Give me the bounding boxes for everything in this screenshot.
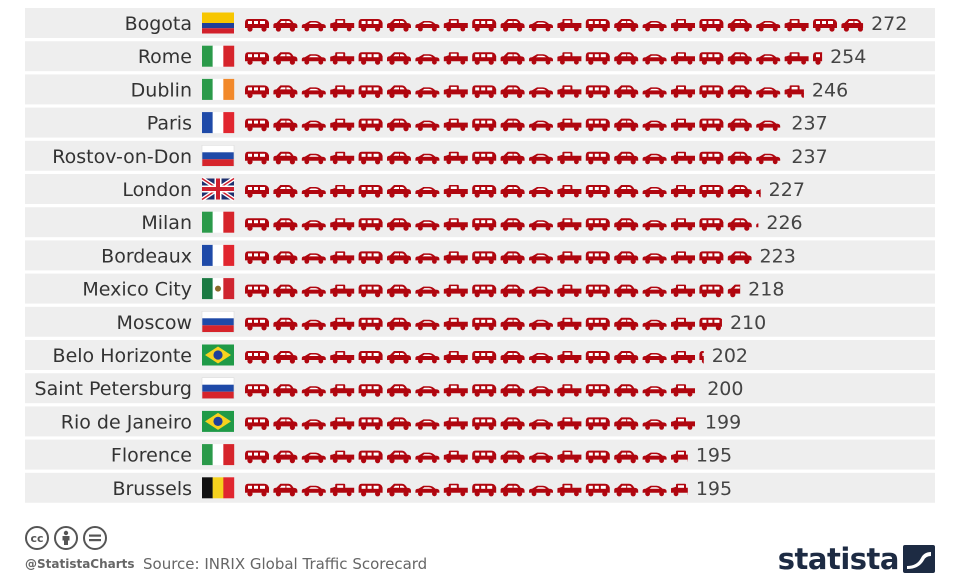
- value-label: 237: [791, 146, 827, 168]
- flag-brazil-icon: [202, 344, 234, 366]
- by-icon: [54, 526, 78, 550]
- statista-logo-icon: [903, 545, 935, 573]
- chart-footer: cc @StatistaCharts Source: INRIX Global …: [0, 518, 960, 587]
- license-icons: cc: [25, 526, 107, 550]
- flag-italy-icon: [202, 211, 235, 233]
- value-label: 218: [748, 279, 784, 301]
- city-label: Rio de Janeiro: [61, 411, 192, 433]
- city-label: Rome: [138, 46, 192, 68]
- statista-logo: statista: [778, 542, 935, 576]
- chart-row: Milan 226: [25, 207, 935, 238]
- value-label: 237: [791, 113, 827, 135]
- chart-row: Rome 254: [25, 41, 935, 72]
- city-label: Paris: [147, 113, 192, 135]
- value-label: 226: [766, 212, 802, 234]
- chart-row: Paris 237: [25, 107, 935, 138]
- flag-france-icon: [202, 112, 235, 134]
- city-label: Brussels: [112, 478, 192, 500]
- flag-colombia-icon: [202, 12, 234, 34]
- chart-row: Belo Horizonte 202: [25, 340, 935, 370]
- chart-row: Moscow 210: [25, 306, 935, 337]
- statista-logo-text: statista: [777, 542, 900, 576]
- chart-row: Bordeaux 223: [25, 240, 935, 271]
- city-label: Mexico City: [82, 279, 192, 301]
- flag-italy-icon: [202, 444, 235, 466]
- value-label: 195: [696, 478, 732, 500]
- flag-france-icon: [202, 244, 235, 266]
- cc-icon: cc: [25, 526, 49, 550]
- chart-row: Dublin 246: [25, 74, 935, 105]
- city-label: Milan: [141, 212, 192, 234]
- chart-row: Rio de Janeiro 199: [25, 406, 935, 437]
- flag-ireland-icon: [202, 78, 235, 100]
- value-label: 246: [812, 79, 848, 101]
- statista-handle: @StatistaCharts: [25, 557, 135, 571]
- flag-russia-icon: [201, 145, 235, 167]
- flag-italy-icon: [202, 45, 235, 67]
- value-label: 254: [830, 46, 866, 68]
- chart-row: Saint Petersburg 200: [25, 373, 935, 404]
- chart-row: Brussels 195: [25, 472, 935, 503]
- value-label: 210: [730, 312, 766, 334]
- city-label: Florence: [111, 445, 192, 467]
- nd-icon: [83, 526, 107, 550]
- flag-brazil-icon: [202, 410, 234, 432]
- value-label: 202: [712, 345, 748, 367]
- chart-row: London 227: [25, 174, 935, 204]
- source-note: Source: INRIX Global Traffic Scorecard: [143, 555, 428, 573]
- flag-uk-icon: [200, 176, 236, 202]
- value-label: 223: [760, 245, 796, 267]
- city-label: Rostov-on-Don: [52, 146, 192, 168]
- city-label: Belo Horizonte: [53, 345, 192, 367]
- value-label: 195: [696, 445, 732, 467]
- value-label: 227: [769, 179, 805, 201]
- city-label: Bogota: [125, 13, 192, 35]
- city-label: Saint Petersburg: [35, 378, 192, 400]
- chart-row: Florence 195: [25, 439, 935, 470]
- flag-belgium-icon: [202, 477, 235, 499]
- city-label: Bordeaux: [101, 245, 192, 267]
- chart-row: Bogota 272: [25, 8, 935, 38]
- flag-russia-icon: [201, 377, 235, 400]
- chart-row: Mexico City 218: [25, 273, 935, 304]
- city-label: London: [122, 179, 192, 201]
- chart-row: Rostov-on-Don 237: [25, 140, 935, 171]
- flag-russia-icon: [201, 310, 235, 333]
- flag-mexico-icon: [202, 278, 235, 300]
- value-label: 200: [707, 378, 743, 400]
- city-label: Moscow: [116, 312, 192, 334]
- city-label: Dublin: [131, 79, 192, 101]
- value-label: 272: [871, 13, 907, 35]
- value-label: 199: [705, 411, 741, 433]
